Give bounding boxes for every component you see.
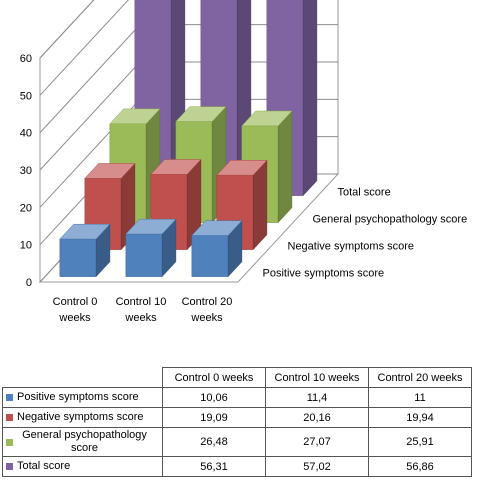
- table-row-label: Negative symptoms score: [17, 411, 144, 424]
- x-tick-label-line: Control 20: [182, 296, 233, 308]
- table-row: General psychopathology score 26,48 27,07 2…: [2, 427, 472, 457]
- bar-side: [302, 0, 318, 197]
- bar-side: [277, 110, 293, 224]
- bar-top: [59, 223, 111, 240]
- table-row-header: Positive symptoms score: [2, 387, 163, 408]
- y-tick-label: 30: [20, 165, 32, 177]
- table-row-header: General psychopathology score: [2, 427, 163, 457]
- table-cell: 56,86: [368, 456, 472, 477]
- y-tick-label: 0: [26, 277, 32, 289]
- table-cell: 19,94: [368, 407, 472, 428]
- bar-front: [125, 233, 163, 277]
- table-header-0: Control 0 weeks: [162, 367, 266, 388]
- data-table: Control 0 weeks Control 10 weeks Control…: [2, 367, 472, 477]
- table-cell: 57,02: [265, 456, 369, 477]
- table-header-2: Control 20 weeks: [368, 367, 472, 388]
- depth-axis-labels: Positive symptoms score Negative symptoms…: [263, 187, 468, 280]
- gridline: [39, 0, 95, 59]
- table-row-header: Total score: [2, 456, 163, 477]
- bar-front: [59, 238, 97, 277]
- bar-top: [109, 108, 161, 124]
- table-cell: 10,06: [162, 387, 266, 408]
- table-header-1: Control 10 weeks: [265, 367, 369, 388]
- bar-top: [84, 163, 136, 179]
- bar: [191, 220, 243, 278]
- legend-key: [6, 463, 13, 471]
- y-tick-label: 60: [20, 53, 32, 65]
- table-row-label: Total score: [17, 460, 71, 473]
- bar-top: [241, 110, 293, 127]
- table-cell: 56,31: [162, 456, 266, 477]
- depth-tick-label: Total score: [338, 187, 391, 199]
- legend-key: [6, 394, 13, 402]
- bar-side: [252, 159, 268, 251]
- y-tick-label: 20: [20, 202, 32, 214]
- legend-key: [6, 414, 13, 422]
- chart-3d-bars: 0 10 20 30 40 50 60 Control 0 weeks Control 10 we…: [20, 0, 468, 324]
- x-tick-label-line: Control 10: [116, 296, 167, 308]
- table-cell: 19,09: [162, 407, 266, 428]
- x-tick-label: Control 0 weeks: [53, 296, 98, 324]
- table-row: Total score 56,31 57,02 56,86: [2, 456, 472, 477]
- y-tick-label: 50: [20, 90, 32, 102]
- x-axis-labels: Control 0 weeks Control 10 weeks Control 20 w…: [53, 296, 233, 324]
- bars-layer: [59, 0, 318, 278]
- data-table-header-row: Control 0 weeks Control 10 weeks Control…: [3, 367, 472, 388]
- gridline: [39, 0, 129, 96]
- table-row-header: Negative symptoms score: [2, 407, 163, 428]
- table-row-label: General psychopathology score: [22, 429, 147, 454]
- bar-top: [175, 106, 227, 122]
- x-tick-label-line: Control 0: [53, 296, 98, 308]
- x-tick-label: Control 20 weeks: [182, 296, 233, 324]
- depth-tick-label: Positive symptoms score: [263, 268, 385, 280]
- legend-key: [6, 438, 13, 446]
- y-tick-label: 40: [20, 128, 32, 140]
- table-cell: 20,16: [265, 407, 369, 428]
- x-tick-label-line: weeks: [124, 312, 157, 324]
- depth-tick-label: Negative symptoms score: [288, 241, 415, 253]
- bar-top: [216, 160, 268, 176]
- bar-top: [150, 159, 202, 175]
- table-row-label: Positive symptoms score: [17, 391, 139, 404]
- table-cell: 25,91: [368, 427, 472, 457]
- bar: [59, 223, 111, 278]
- y-tick-label: 10: [20, 240, 32, 252]
- x-tick-label-line: weeks: [58, 312, 91, 324]
- table-cell: 11: [368, 387, 472, 408]
- bar: [125, 218, 177, 278]
- bar: [216, 159, 268, 251]
- x-tick-label: Control 10 weeks: [116, 296, 167, 324]
- x-tick-label-line: weeks: [190, 312, 223, 324]
- bar-top: [191, 220, 243, 236]
- table-corner: [3, 368, 163, 388]
- table-cell: 26,48: [162, 427, 266, 457]
- table-row: Positive symptoms score 10,06 11,4 11: [2, 387, 472, 408]
- depth-tick-label: General psychopathology score: [313, 214, 468, 226]
- bar-top: [125, 218, 177, 235]
- table-cell: 27,07: [265, 427, 369, 457]
- bar-front: [191, 235, 229, 277]
- table-row: Negative symptoms score 19,09 20,16 19,94: [2, 407, 472, 428]
- table-cell: 11,4: [265, 387, 369, 408]
